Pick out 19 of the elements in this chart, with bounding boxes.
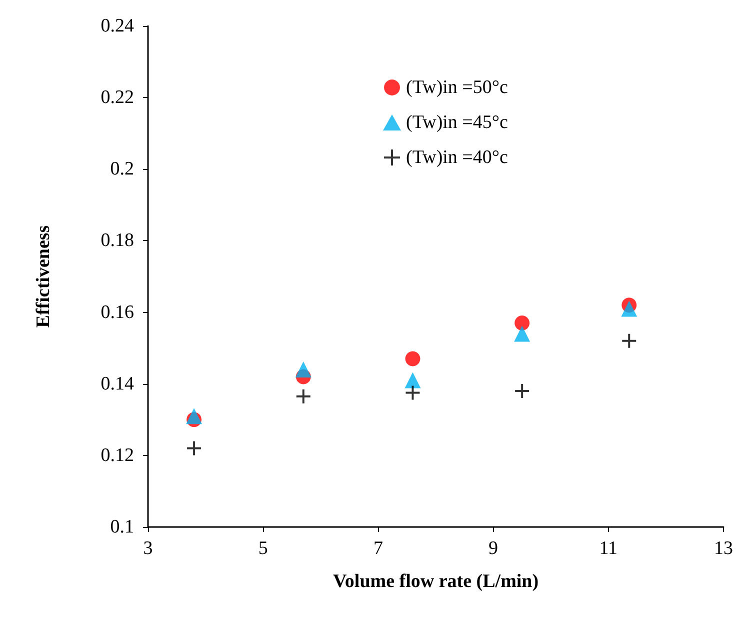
y-tick-label: 0.12 [100,444,134,466]
x-tick-label: 5 [258,538,268,559]
y-tick-label: 0.1 [110,516,134,538]
y-tick-label: 0.16 [100,302,134,323]
x-tick-label: 13 [714,538,733,559]
x-tick-label: 9 [488,538,498,559]
x-axis-title: Volume flow rate (L/min) [332,571,539,592]
x-tick-label: 7 [373,538,383,559]
y-tick-label: 0.24 [100,16,134,36]
y-tick-label: 0.18 [100,230,134,252]
y-tick-label: 0.2 [110,158,134,180]
legend-label: (Tw)in =45°c [406,112,508,133]
y-tick-label: 0.14 [100,373,134,394]
legend-label: (Tw)in =50°c [406,77,508,98]
y-tick-label: 0.22 [100,87,134,108]
x-tick-label: 11 [599,538,618,559]
x-tick-label: 3 [143,538,153,559]
legend-label: (Tw)in =40°c [406,147,508,168]
y-axis-title: Effictiveness [33,225,54,328]
